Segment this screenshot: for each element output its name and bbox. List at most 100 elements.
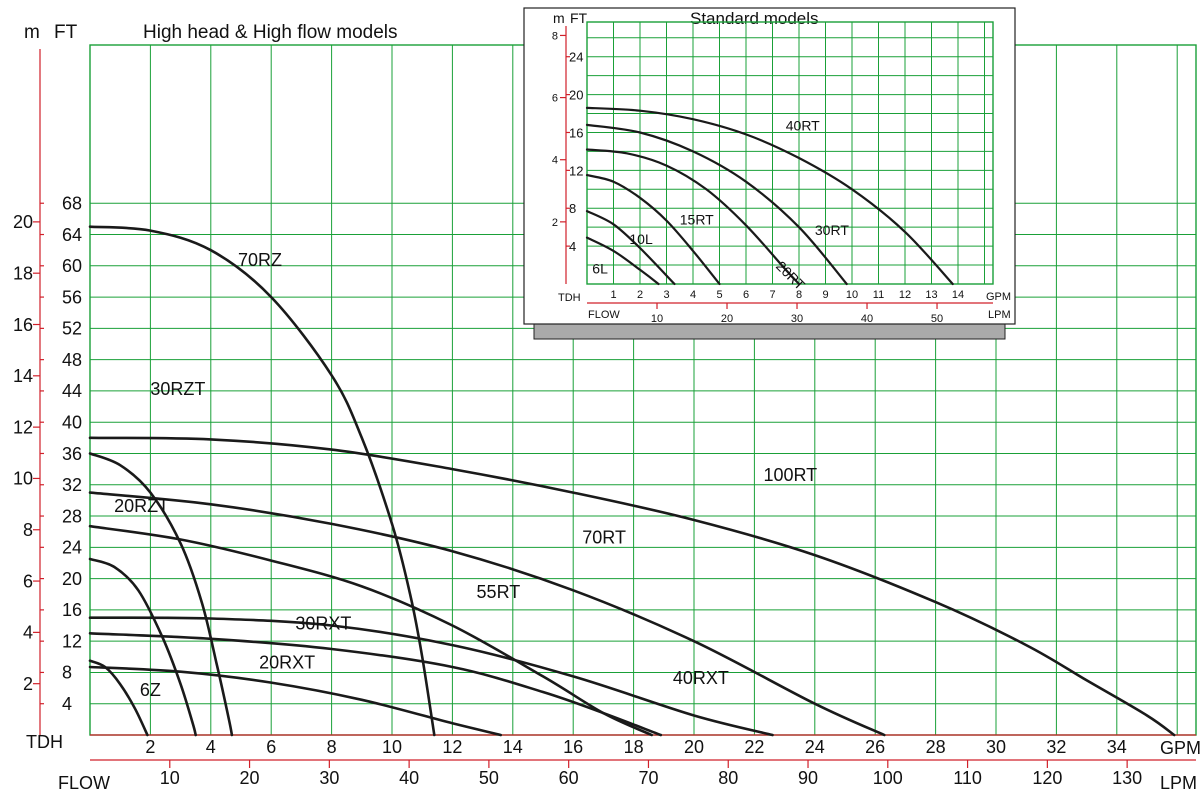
series-label-6l: 6L: [592, 261, 608, 277]
series-label-55rt: 55RT: [477, 582, 521, 602]
lpm-tick-label: 10: [651, 313, 663, 325]
gpm-tick-label: 28: [926, 737, 946, 757]
lpm-tick-label: 130: [1112, 768, 1142, 788]
series-label-30rt: 30RT: [815, 222, 849, 238]
lpm-tick-label: 30: [319, 768, 339, 788]
gpm-tick-label: 32: [1046, 737, 1066, 757]
series-curve-30rzt: [88, 452, 234, 737]
main-curves: 70RZ 100RT 30RZT 70RT 55RT 20RZT 40RXT 30RXT 20R…: [88, 225, 1176, 737]
series-curve-70rt: [88, 491, 886, 737]
main-flow-label: FLOW: [58, 773, 110, 793]
gpm-tick-label: 10: [846, 289, 858, 301]
gpm-tick-label: 4: [206, 737, 216, 757]
m-tick-label: 14: [13, 366, 33, 386]
gpm-tick-label: 2: [637, 289, 643, 301]
series-curve-30rt: [585, 123, 848, 286]
gpm-tick-label: 30: [986, 737, 1006, 757]
main-m-label: m: [24, 22, 40, 43]
gpm-tick-label: 4: [690, 289, 696, 301]
lpm-tick-label: 90: [798, 768, 818, 788]
lpm-tick-label: 80: [718, 768, 738, 788]
ft-tick-label: 8: [569, 201, 576, 216]
gpm-tick-label: 12: [442, 737, 462, 757]
ft-tick-label: 24: [62, 538, 82, 558]
ft-tick-label: 28: [62, 506, 82, 526]
gpm-tick-label: 8: [796, 289, 802, 301]
series-label-6z: 6Z: [140, 680, 161, 700]
ft-tick-label: 8: [62, 663, 72, 683]
series-label-20rxt: 20RXT: [259, 653, 315, 673]
ft-tick-label: 40: [62, 413, 82, 433]
series-label-20rzt: 20RZT: [114, 496, 169, 516]
m-tick-label: 8: [23, 520, 33, 540]
inset-title: Standard models: [690, 9, 819, 28]
m-tick-label: 2: [23, 674, 33, 694]
inset-m-label: m: [553, 10, 565, 26]
gpm-tick-label: 13: [925, 289, 937, 301]
gpm-tick-label: 26: [865, 737, 885, 757]
series-curve-30rxt: [88, 632, 663, 737]
series-curve-6l: [585, 236, 660, 286]
ft-tick-label: 12: [569, 163, 583, 178]
m-tick-label: 4: [23, 623, 33, 643]
ft-tick-label: 32: [62, 475, 82, 495]
main-gpm-label: GPM: [1160, 738, 1201, 758]
gpm-tick-label: 5: [716, 289, 722, 301]
ft-tick-label: 20: [569, 88, 583, 103]
gpm-tick-label: 8: [327, 737, 337, 757]
series-curve-70rz: [88, 225, 436, 737]
gpm-tick-label: 9: [822, 289, 828, 301]
series-label-70rz: 70RZ: [238, 250, 282, 270]
m-tick-label: 12: [13, 417, 33, 437]
ft-tick-label: 44: [62, 381, 82, 401]
gpm-tick-label: 2: [145, 737, 155, 757]
ft-tick-label: 4: [569, 239, 576, 254]
series-curve-55rt: [88, 524, 653, 737]
gpm-tick-label: 14: [952, 289, 964, 301]
ft-tick-label: 68: [62, 194, 82, 214]
series-curve-15rt: [585, 174, 721, 286]
main-lpm-label: LPM: [1160, 773, 1197, 793]
series-label-10l: 10L: [629, 231, 653, 247]
ft-tick-label: 48: [62, 350, 82, 370]
gpm-tick-label: 16: [563, 737, 583, 757]
series-label-30rzt: 30RZT: [150, 379, 205, 399]
inset-chart: Standard models m FT TDH FLOW GPM LPM 4 8…: [523, 7, 1016, 340]
ft-tick-label: 56: [62, 287, 82, 307]
main-tdh-label: TDH: [26, 732, 63, 752]
gpm-tick-label: 12: [899, 289, 911, 301]
gpm-tick-label: 1: [610, 289, 616, 301]
m-tick-label: 6: [23, 571, 33, 591]
ft-tick-label: 60: [62, 256, 82, 276]
series-curve-40rxt: [88, 616, 774, 737]
series-curve-40rt: [585, 106, 954, 286]
ft-tick-label: 24: [569, 50, 583, 65]
m-tick-label: 6: [552, 93, 558, 105]
m-tick-label: 4: [552, 155, 558, 167]
ft-tick-label: 4: [62, 694, 72, 714]
inset-lpm-label: LPM: [988, 309, 1011, 321]
series-label-40rxt: 40RXT: [673, 668, 729, 688]
gpm-tick-label: 10: [382, 737, 402, 757]
lpm-tick-label: 110: [953, 768, 982, 788]
inset-tdh-label: TDH: [558, 292, 581, 304]
lpm-tick-label: 100: [873, 768, 903, 788]
ft-tick-label: 16: [569, 125, 583, 140]
m-tick-label: 20: [13, 212, 33, 232]
series-label-70rt: 70RT: [582, 527, 626, 547]
gpm-tick-label: 7: [769, 289, 775, 301]
lpm-tick-label: 30: [791, 313, 803, 325]
lpm-tick-label: 20: [721, 313, 733, 325]
ft-tick-label: 36: [62, 444, 82, 464]
m-tick-label: 2: [552, 217, 558, 229]
ft-tick-label: 20: [62, 569, 82, 589]
m-tick-label: 8: [552, 30, 558, 42]
lpm-tick-label: 50: [479, 768, 499, 788]
series-curve-100rt: [88, 436, 1176, 737]
series-curve-20rxt: [88, 665, 502, 737]
series-label-15rt: 15RT: [680, 211, 714, 227]
ft-tick-label: 64: [62, 225, 82, 245]
ft-tick-label: 16: [62, 600, 82, 620]
ft-tick-label: 52: [62, 319, 82, 339]
